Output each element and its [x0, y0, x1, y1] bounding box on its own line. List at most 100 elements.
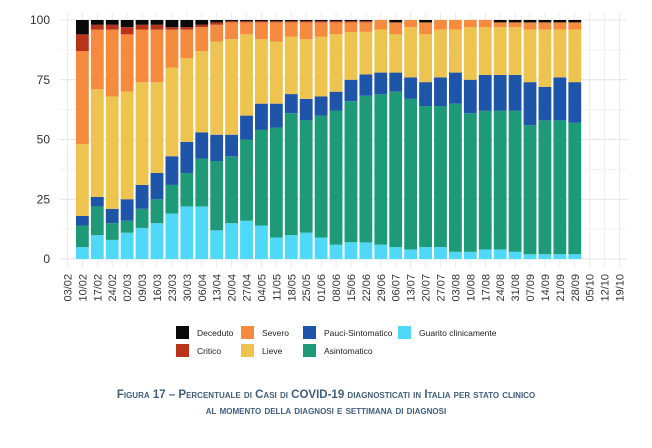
legend-label: Guarito clinicamente [419, 328, 497, 338]
bar-segment-pauci-sintomatico [493, 74, 507, 111]
bar-segment-guarito-clinicamente [404, 249, 418, 259]
bar-segment-deceduto [419, 20, 432, 23]
bar-segment-severo [359, 22, 373, 32]
bar-segment-guarito-clinicamente [344, 242, 358, 259]
x-tick-label: 09/03 [137, 274, 149, 302]
y-tick-label: 50 [37, 133, 51, 147]
legend-swatch [241, 326, 254, 339]
bar-segment-guarito-clinicamente [463, 251, 477, 259]
bar-segment-deceduto [284, 20, 298, 22]
bar-segment-pauci-sintomatico [329, 91, 343, 111]
bar-segment-asintomatico [448, 103, 462, 252]
caption-prefix: Figura 17 – Percentuale di Casi di [116, 389, 292, 401]
bar-week-20-04 [225, 20, 239, 259]
x-tick-label: 01/06 [316, 274, 328, 302]
bar-week-21-09 [553, 20, 567, 259]
bar-week-06-07 [389, 20, 403, 259]
x-tick-label: 11/05 [271, 274, 283, 301]
bar-segment-asintomatico [538, 120, 552, 255]
bar-segment-asintomatico [478, 110, 492, 250]
legend-label: Pauci-Sintomatico [324, 328, 393, 338]
bar-week-22-06 [359, 20, 373, 259]
bar-segment-guarito-clinicamente [120, 232, 134, 259]
legend-swatch [176, 326, 189, 339]
x-tick-label: 03/08 [450, 274, 462, 302]
bar-segment-pauci-sintomatico [195, 132, 209, 159]
legend-label: Severo [262, 328, 289, 338]
bar-segment-lieve [135, 82, 149, 185]
bar-segment-severo [329, 22, 343, 35]
bar-segment-lieve [553, 29, 567, 78]
bar-segment-asintomatico [135, 208, 149, 228]
bar-week-27-07 [434, 20, 447, 259]
bar-segment-pauci-sintomatico [419, 82, 432, 107]
bar-segment-lieve [269, 41, 283, 104]
bar-segment-critico [135, 24, 149, 30]
bar-segment-severo [75, 51, 89, 145]
bar-week-24-08 [493, 20, 507, 259]
bar-segment-critico [90, 24, 104, 30]
legend-swatch [303, 344, 316, 357]
bar-week-09-03 [135, 20, 149, 259]
stacked-bar-chart: 0 25 50 75 100 03/02 10/02 17/02 24/02 02/03 09/0… [30, 12, 627, 357]
bar-segment-pauci-sintomatico [255, 103, 268, 130]
bar-segment-deceduto [553, 20, 567, 23]
bar-segment-lieve [240, 34, 253, 116]
bar-week-11-05 [269, 20, 283, 259]
x-tick-label: 07/09 [525, 274, 537, 302]
bar-segment-critico [195, 24, 209, 28]
bar-segment-severo [568, 22, 582, 30]
bar-segment-lieve [255, 39, 268, 104]
bar-segment-guarito-clinicamente [180, 206, 194, 259]
x-tick-label: 27/04 [242, 274, 254, 302]
bar-segment-critico [269, 21, 283, 23]
caption-covid: COVID-19 [291, 389, 345, 401]
bar-segment-asintomatico [314, 115, 328, 238]
bar-segment-guarito-clinicamente [538, 254, 552, 259]
bar-segment-guarito-clinicamente [553, 254, 567, 259]
bar-segment-deceduto [493, 20, 507, 23]
x-tick-label: 23/03 [167, 274, 179, 302]
legend-item-lieve: Lieve [241, 344, 283, 357]
x-tick-label: 02/03 [122, 274, 134, 302]
x-tick-label: 14/09 [540, 274, 552, 302]
bar-segment-severo [448, 20, 462, 30]
bar-segment-asintomatico [493, 110, 507, 250]
x-tick-label: 24/08 [495, 274, 507, 302]
x-tick-label: 30/03 [182, 274, 194, 302]
bar-segment-pauci-sintomatico [165, 156, 179, 185]
bar-segment-critico [344, 21, 358, 23]
bar-week-01-06 [314, 20, 328, 259]
bar-segment-deceduto [225, 20, 239, 22]
bar-segment-critico [120, 27, 134, 35]
bar-segment-severo [478, 20, 492, 28]
x-tick-label: 25/05 [301, 274, 313, 302]
bar-week-14-09 [538, 20, 552, 259]
bar-segment-pauci-sintomatico [374, 72, 388, 95]
x-tick-label: 21/09 [555, 274, 567, 302]
bar-segment-lieve [344, 31, 358, 80]
bar-segment-guarito-clinicamente [240, 220, 253, 259]
bar-segment-guarito-clinicamente [359, 242, 373, 259]
bar-segment-guarito-clinicamente [434, 247, 447, 259]
bar-segment-asintomatico [434, 106, 447, 248]
bar-segment-guarito-clinicamente [568, 254, 582, 259]
bar-segment-deceduto [120, 20, 134, 28]
bar-segment-pauci-sintomatico [568, 82, 582, 123]
bar-segment-deceduto [344, 20, 358, 22]
bar-segment-asintomatico [463, 113, 477, 252]
bar-segment-asintomatico [225, 156, 239, 224]
bar-segment-asintomatico [374, 94, 388, 245]
x-tick-label: 31/08 [510, 274, 522, 302]
y-tick-label: 100 [30, 13, 50, 27]
bar-segment-asintomatico [404, 98, 418, 250]
bar-week-04-05 [255, 20, 268, 259]
bar-segment-deceduto [240, 20, 253, 22]
x-tick-label: 05/10 [585, 274, 597, 302]
bar-week-28-09 [568, 20, 582, 259]
bar-segment-guarito-clinicamente [210, 230, 224, 259]
bar-segment-lieve [225, 39, 239, 135]
bar-segment-pauci-sintomatico [448, 72, 462, 104]
bar-segment-guarito-clinicamente [523, 254, 537, 259]
bar-segment-lieve [195, 51, 209, 133]
